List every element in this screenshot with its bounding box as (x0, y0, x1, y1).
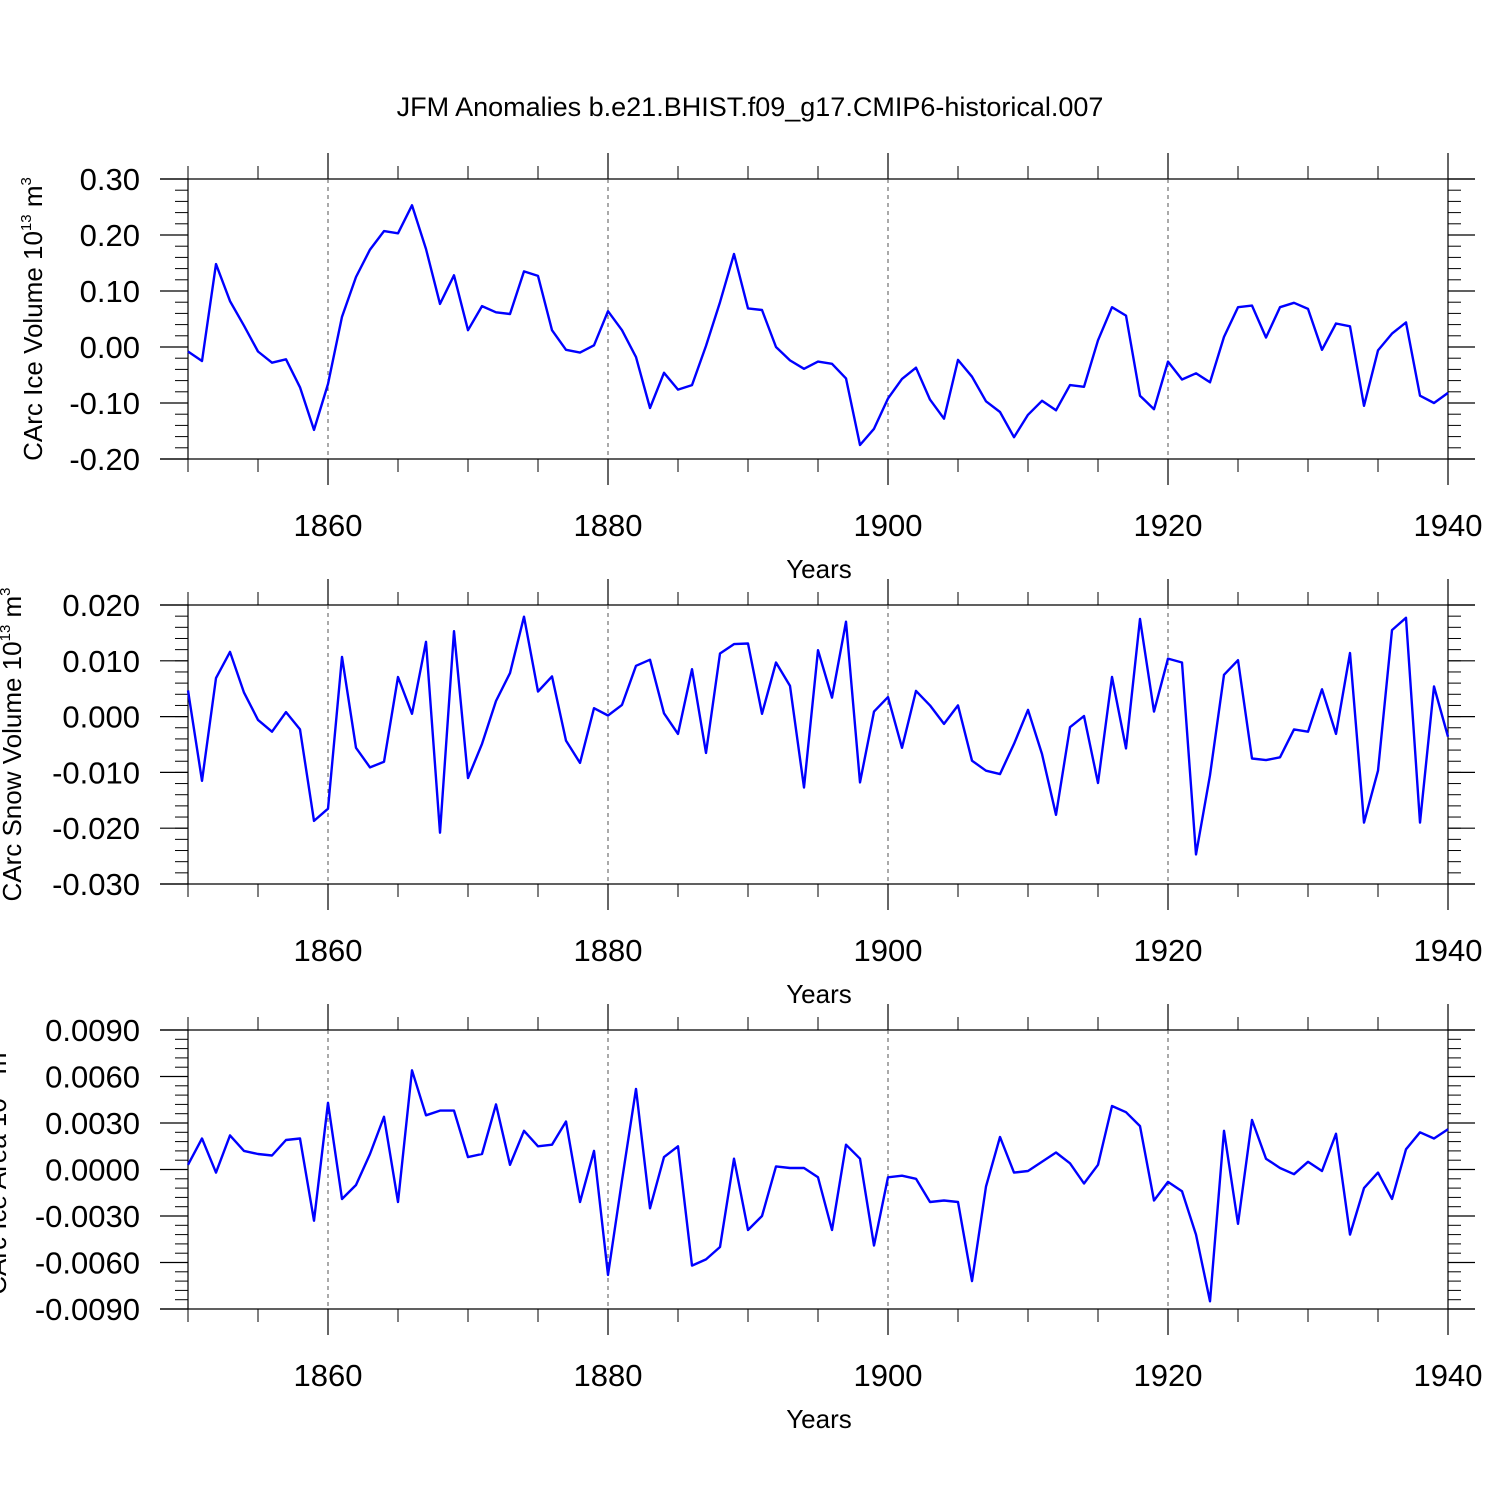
x-tick-label: 1860 (294, 508, 363, 543)
series-line-carc-ice-volume (187, 204, 1449, 447)
y-axis-title-unit-exponent: 3 (0, 587, 14, 595)
chart-panel-2: -0.030 -0.020 -0.010 0.000 0.010 0.020 1860 188… (0, 579, 1482, 1009)
y-axis-title: CArc Ice Volume 1013 m3 (18, 177, 48, 461)
y-axis-title: CArc Snow Volume 1013 m3 (0, 587, 27, 901)
x-tick-label: 1900 (854, 933, 923, 968)
x-axis-title: Years (786, 554, 852, 584)
x-axis-title: Years (786, 1404, 852, 1434)
y-tick-label: -0.020 (52, 811, 140, 846)
y-tick-label: 0.30 (80, 162, 140, 197)
y-axis-title-exponent: 13 (0, 625, 14, 642)
y-tick-label: -0.030 (52, 867, 140, 902)
y-axis-title-unit-exponent: 3 (18, 177, 35, 185)
x-tick-label: 1940 (1414, 933, 1483, 968)
y-axis-title: CArc Ice Area 1013 m2 (0, 1044, 12, 1294)
x-tick-label: 1880 (574, 1358, 643, 1393)
x-tick-label: 1860 (294, 933, 363, 968)
x-tick-label: 1880 (574, 933, 643, 968)
x-tick-label: 1900 (854, 508, 923, 543)
y-tick-label: 0.20 (80, 218, 140, 253)
y-tick-label: -0.0090 (35, 1292, 140, 1327)
y-axis-title-exponent: 13 (18, 214, 35, 231)
x-tick-label: 1920 (1134, 933, 1203, 968)
x-tick-label: 1940 (1414, 508, 1483, 543)
x-tick-label: 1880 (574, 508, 643, 543)
y-axis-title-base: CArc Ice Area 10 (0, 1098, 12, 1295)
y-tick-label: -0.0030 (35, 1199, 140, 1234)
y-axis-title-base: CArc Snow Volume 10 (0, 641, 27, 901)
x-tick-label: 1920 (1134, 1358, 1203, 1393)
y-tick-label: 0.0090 (45, 1013, 140, 1048)
figure-title: JFM Anomalies b.e21.BHIST.f09_g17.CMIP6-… (397, 92, 1104, 122)
y-axis-title-unit: m (18, 185, 48, 214)
y-axis-title-unit: m (0, 1053, 12, 1082)
y-tick-label: 0.020 (62, 588, 140, 623)
panels: -0.20 -0.10 0.00 0.10 0.20 0.30 1860 1880 1900 19… (0, 153, 1482, 1434)
series-line-carc-ice-area (186, 1069, 1449, 1303)
y-tick-label: -0.10 (69, 386, 140, 421)
x-axis-title: Years (786, 979, 852, 1009)
y-tick-label: -0.20 (69, 442, 140, 477)
chart-panel-3: -0.0090 -0.0060 -0.0030 0.0000 0.0030 0.0060 0… (0, 1004, 1482, 1434)
x-tick-label: 1900 (854, 1358, 923, 1393)
y-axis-title-unit: m (0, 596, 27, 625)
x-tick-label: 1940 (1414, 1358, 1483, 1393)
y-tick-label: -0.010 (52, 755, 140, 790)
y-tick-label: 0.0060 (45, 1060, 140, 1095)
y-tick-label: 0.0030 (45, 1106, 140, 1141)
y-tick-label: -0.0060 (35, 1246, 140, 1281)
y-tick-label: 0.010 (62, 644, 140, 679)
chart-panel-1: -0.20 -0.10 0.00 0.10 0.20 0.30 1860 1880 1900 19… (18, 153, 1482, 584)
y-axis-title-base: CArc Ice Volume 10 (18, 231, 48, 461)
y-tick-label: 0.10 (80, 274, 140, 309)
y-tick-label: 0.00 (80, 330, 140, 365)
series-line-carc-snow-volume (186, 615, 1450, 856)
y-tick-label: 0.000 (62, 700, 140, 735)
x-tick-label: 1860 (294, 1358, 363, 1393)
y-tick-label: 0.0000 (45, 1153, 140, 1188)
x-tick-label: 1920 (1134, 508, 1203, 543)
